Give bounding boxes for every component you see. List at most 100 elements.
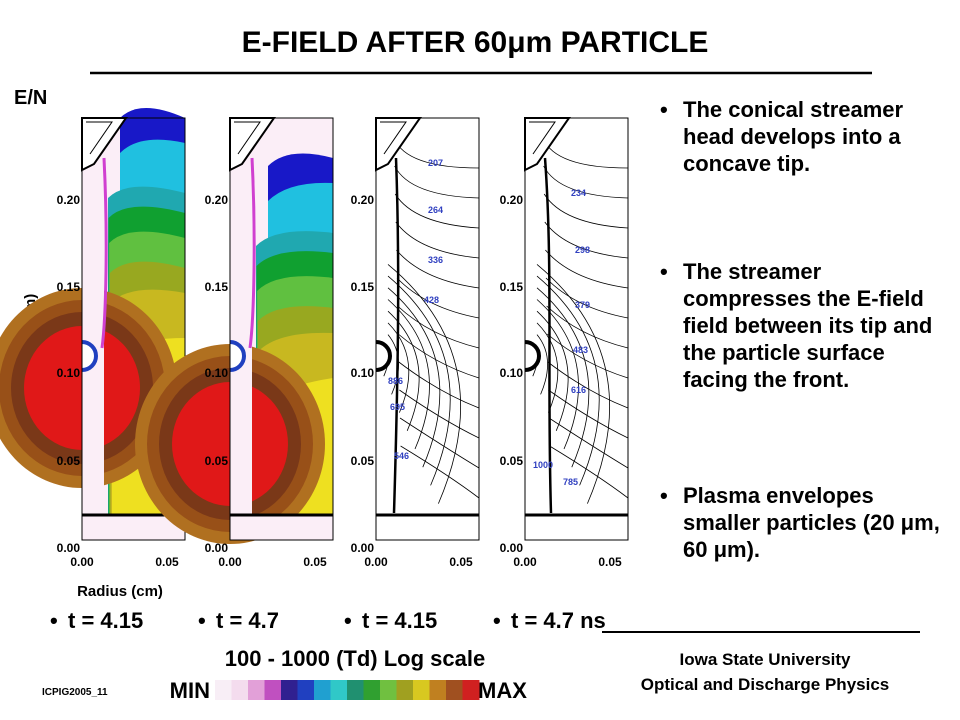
contour-line bbox=[399, 389, 480, 439]
electrode-edge bbox=[86, 121, 113, 155]
colorbar-swatch bbox=[264, 680, 282, 700]
bullet: Plasma envelopes smaller particles (20 μ… bbox=[660, 482, 945, 563]
y-tick-label: 0.15 bbox=[351, 280, 375, 294]
contour-line bbox=[387, 299, 430, 450]
y-tick-label: 0.10 bbox=[57, 366, 81, 380]
plot-frame bbox=[81, 117, 186, 541]
y-tick-label: 0.00 bbox=[57, 541, 81, 555]
contour-label: 546 bbox=[394, 451, 409, 461]
time-label: t = 4.7 ns bbox=[511, 608, 606, 633]
contour-line bbox=[395, 221, 480, 259]
y-tick-label: 0.15 bbox=[500, 280, 524, 294]
y-tick-label: 0.00 bbox=[500, 541, 524, 555]
contour-line bbox=[394, 165, 480, 199]
y-tick-label: 0.15 bbox=[57, 280, 81, 294]
contour-line bbox=[536, 275, 600, 486]
contour-label: 428 bbox=[424, 295, 439, 305]
contour-line bbox=[396, 277, 480, 319]
streamer-edge bbox=[392, 157, 400, 514]
slide-title: E-FIELD AFTER 60μm PARTICLE bbox=[242, 26, 709, 59]
x-tick-label: 0.05 bbox=[449, 555, 473, 569]
colorbar-swatch bbox=[281, 680, 298, 700]
colorbar-swatch bbox=[429, 680, 447, 700]
slide-code: ICPIG2005_11 bbox=[42, 687, 108, 698]
colorbar-swatch bbox=[297, 680, 315, 700]
plot-frame bbox=[375, 117, 480, 541]
particle bbox=[229, 340, 246, 372]
colorbar-swatch bbox=[363, 680, 381, 700]
y-tick-label: 0.05 bbox=[57, 454, 81, 468]
plot-panel: 234 298 379 483 616 1000 785 bbox=[524, 117, 629, 541]
institution: Iowa State University bbox=[679, 650, 851, 669]
legend-min: MIN bbox=[170, 678, 210, 703]
time-bullet: • bbox=[344, 608, 352, 633]
plot-frame bbox=[524, 117, 629, 541]
y-tick-label: 0.05 bbox=[205, 454, 229, 468]
x-tick-label: 0.00 bbox=[218, 555, 242, 569]
contour-label: 298 bbox=[575, 245, 590, 255]
y-tick-label: 0.05 bbox=[351, 454, 375, 468]
y-tick-label: 0.15 bbox=[205, 280, 229, 294]
y-tick-label: 0.00 bbox=[351, 541, 375, 555]
y-tick-label: 0.20 bbox=[57, 193, 81, 207]
colorbar-swatch bbox=[330, 680, 348, 700]
time-bullet: • bbox=[50, 608, 58, 633]
contour-line bbox=[536, 310, 569, 431]
colorbar-swatch bbox=[314, 680, 331, 700]
x-tick-label: 0.00 bbox=[70, 555, 94, 569]
particle bbox=[524, 340, 541, 372]
streamer-edge bbox=[100, 157, 108, 349]
colorbar-swatch bbox=[380, 680, 397, 700]
contour-line bbox=[396, 249, 480, 289]
contour-line bbox=[387, 287, 441, 468]
legend-caption: 100 - 1000 (Td) Log scale bbox=[225, 646, 485, 671]
contour-line bbox=[398, 361, 480, 409]
quantity-label: E/N bbox=[14, 87, 47, 109]
x-tick-label: 0.00 bbox=[364, 555, 388, 569]
contour-line bbox=[387, 264, 462, 504]
contour-line bbox=[546, 333, 629, 379]
contour-label: 695 bbox=[390, 402, 405, 412]
colorbar-swatch bbox=[462, 680, 480, 700]
y-tick-label: 0.10 bbox=[500, 366, 524, 380]
contour-line bbox=[394, 193, 480, 229]
contour-label: 785 bbox=[563, 477, 578, 487]
time-bullet: • bbox=[198, 608, 206, 633]
colorbar-swatch bbox=[231, 680, 249, 700]
contour-line bbox=[400, 445, 480, 499]
contour-line bbox=[545, 277, 629, 319]
time-label: t = 4.15 bbox=[362, 608, 437, 633]
time-label: t = 4.7 bbox=[216, 608, 279, 633]
contour-label: 616 bbox=[571, 385, 586, 395]
electrode-edge bbox=[529, 121, 556, 155]
contour-label: 886 bbox=[388, 376, 403, 386]
contour-line bbox=[536, 334, 548, 395]
contour-line bbox=[387, 322, 410, 413]
contour-label: 207 bbox=[428, 158, 443, 168]
contour-line bbox=[387, 275, 451, 486]
contour-line bbox=[536, 287, 590, 468]
colorbar-swatch bbox=[248, 680, 265, 700]
contour-label: 1000 bbox=[533, 460, 553, 470]
time-bullet: • bbox=[493, 608, 501, 633]
colorbar-swatch bbox=[347, 680, 364, 700]
plot-panel: 207 264 336 428 886 695 546 bbox=[375, 117, 480, 541]
streamer-channel bbox=[230, 118, 252, 515]
contour-line bbox=[397, 333, 480, 379]
x-axis-label: Radius (cm) bbox=[77, 583, 163, 600]
contour-label: 336 bbox=[428, 255, 443, 265]
plot-base bbox=[230, 515, 333, 540]
y-tick-label: 0.10 bbox=[205, 366, 229, 380]
electrode-edge bbox=[234, 121, 261, 155]
group-name: Optical and Discharge Physics bbox=[641, 675, 889, 694]
contour-line bbox=[536, 322, 559, 413]
y-tick-label: 0.05 bbox=[500, 454, 524, 468]
x-tick-label: 0.05 bbox=[155, 555, 179, 569]
particle bbox=[81, 340, 98, 372]
plot-background bbox=[376, 118, 479, 540]
bullet: The streamer compresses the E-field fiel… bbox=[660, 258, 945, 393]
legend-max: MAX bbox=[478, 678, 527, 703]
contour-line bbox=[543, 165, 629, 199]
